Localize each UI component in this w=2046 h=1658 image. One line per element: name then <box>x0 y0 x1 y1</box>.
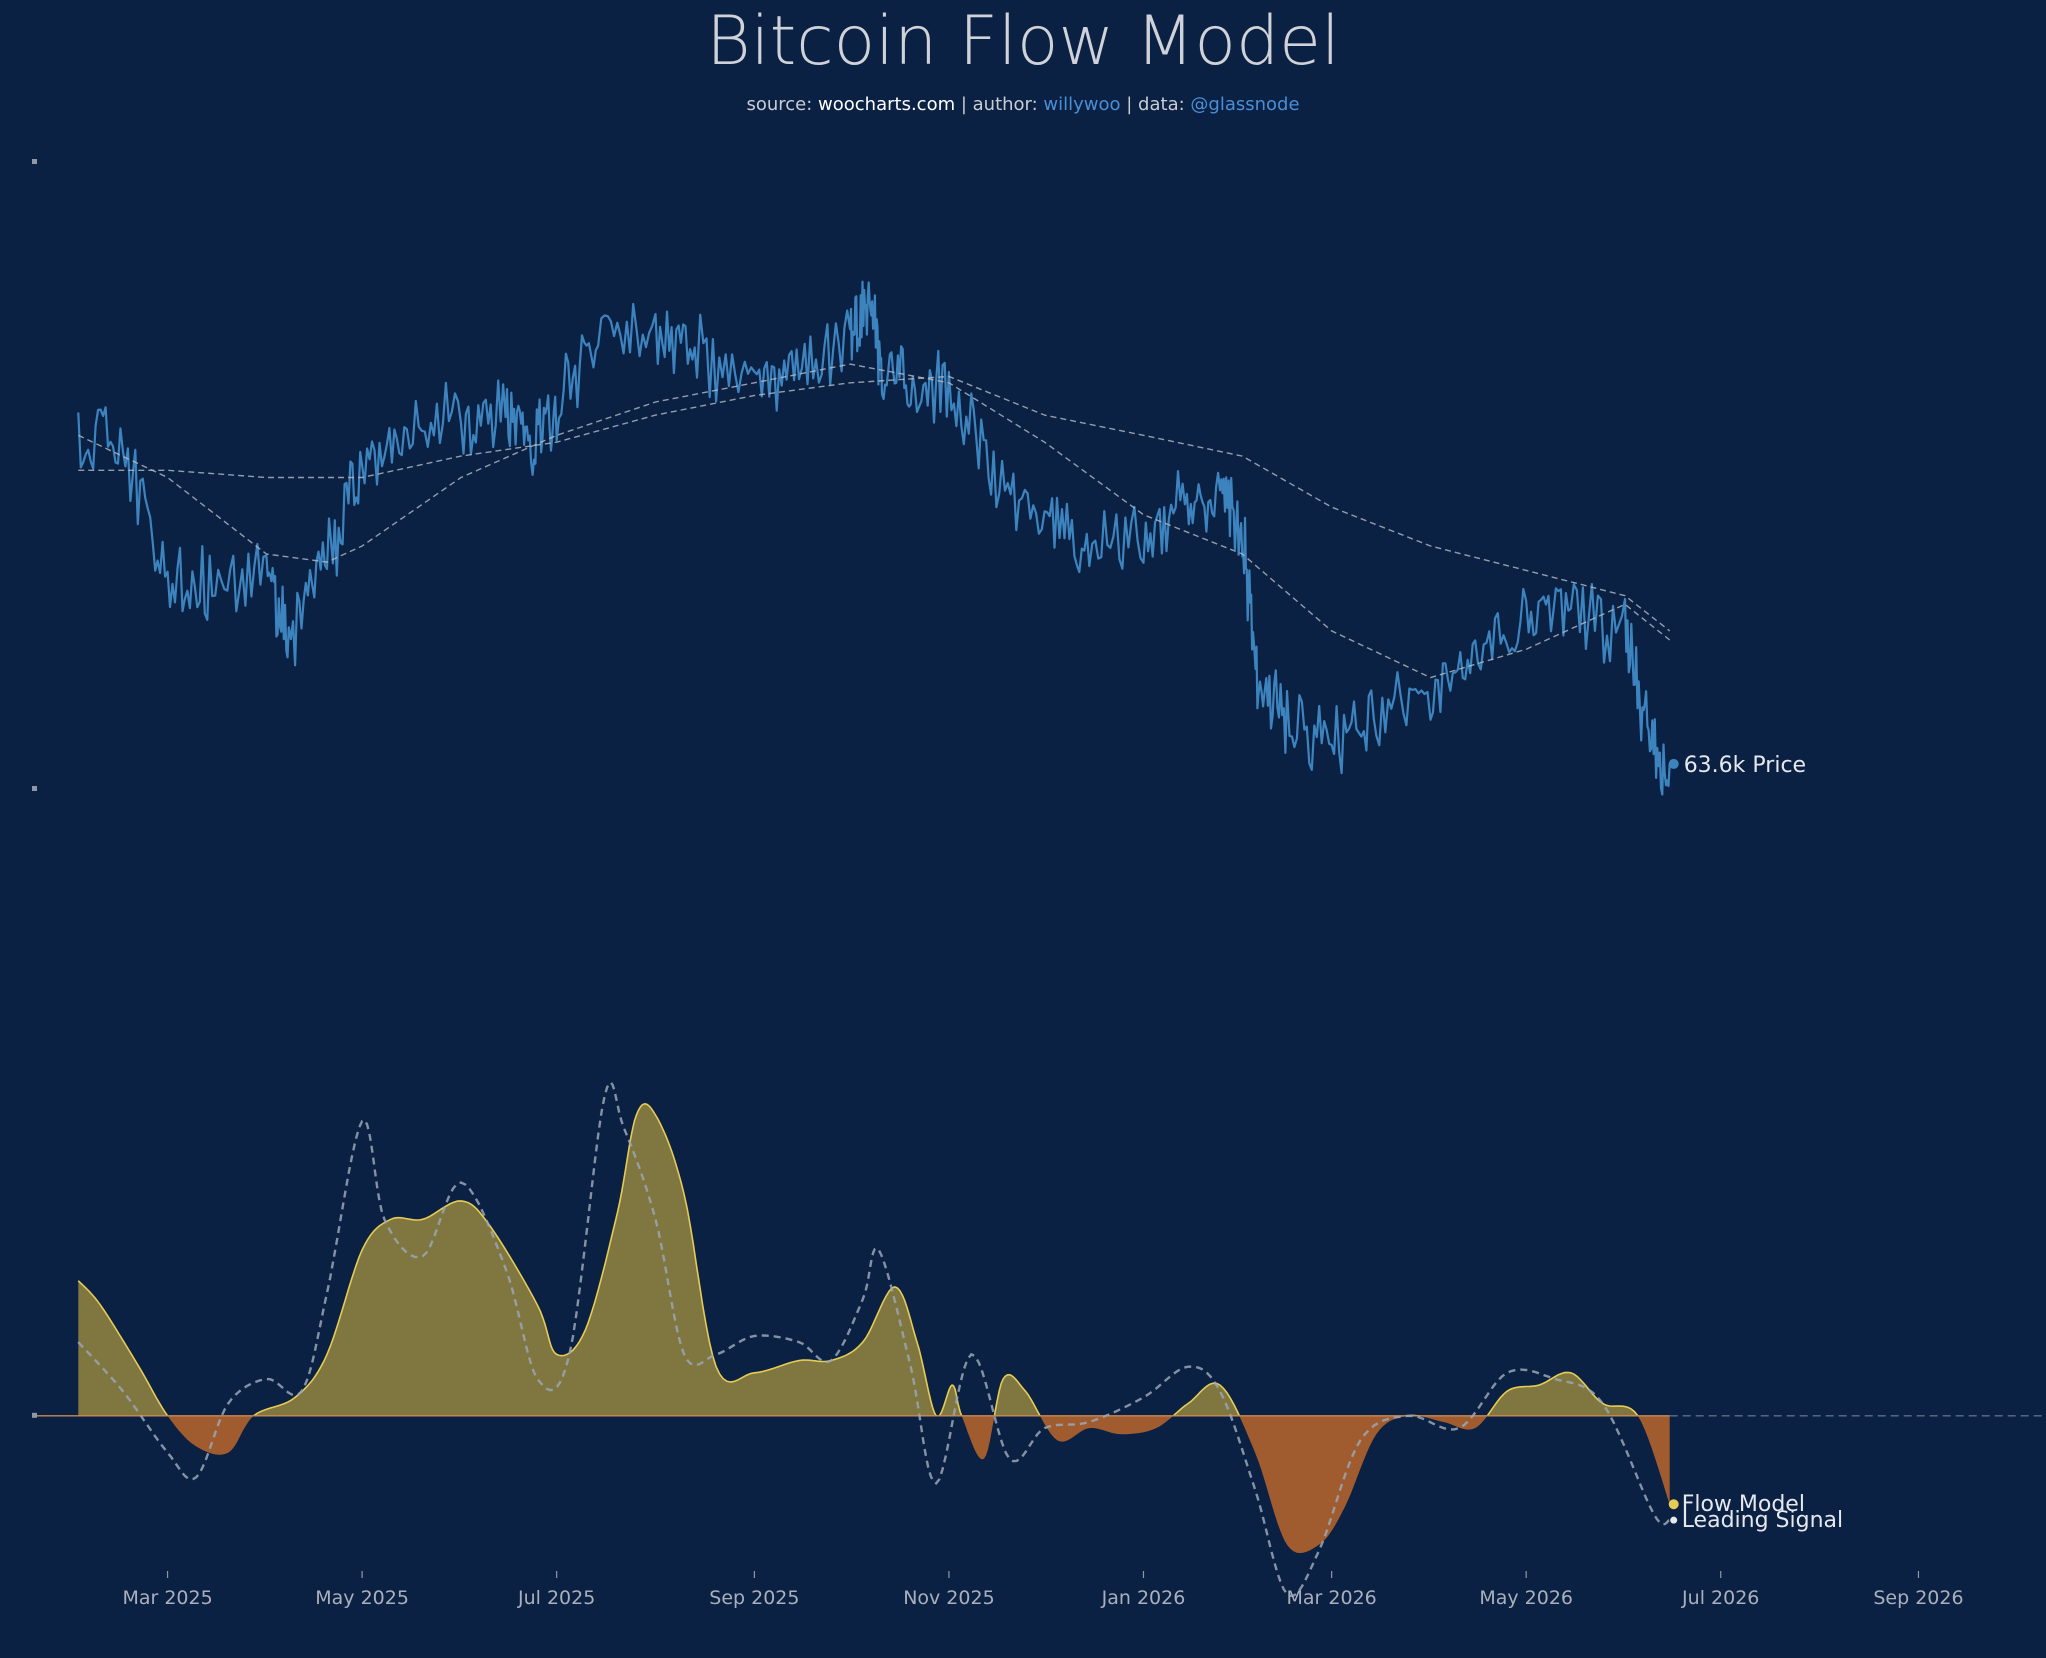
price-end-marker <box>1668 758 1679 769</box>
x-tick-label: Jul 2026 <box>1681 1587 1759 1609</box>
x-tick-label: May 2026 <box>1479 1587 1573 1609</box>
x-tick-label: Jan 2026 <box>1101 1587 1186 1609</box>
chart-title: Bitcoin Flow Model <box>706 2 1340 81</box>
price-line <box>77 280 1671 796</box>
flow-model-end-label: Flow Model <box>1682 1492 1805 1517</box>
x-tick-label: Mar 2025 <box>122 1587 212 1609</box>
data-prefix: | data: <box>1120 94 1191 115</box>
price-axis-marker-bottom <box>32 786 37 791</box>
x-tick-label: Jul 2025 <box>517 1587 595 1609</box>
source-link[interactable]: woocharts.com <box>818 94 956 115</box>
x-tick-label: Sep 2026 <box>1873 1587 1963 1609</box>
x-tick-label: May 2025 <box>315 1587 409 1609</box>
chart-subtitle: source: woocharts.com | author: willywoo… <box>0 94 2046 115</box>
author-prefix: | author: <box>955 94 1044 115</box>
flow-axis-marker <box>32 1412 37 1418</box>
price-panel: 63.6k Price <box>32 159 1806 796</box>
flow-model-line <box>77 1102 1639 1416</box>
author-link[interactable]: willywoo <box>1043 94 1121 115</box>
x-tick-label: Mar 2026 <box>1287 1587 1377 1609</box>
leading-signal-end-marker <box>1670 1516 1678 1524</box>
leading-signal-end-label: Leading Signal <box>1682 1508 1843 1533</box>
x-tick-label: Nov 2025 <box>903 1587 994 1609</box>
flow-positive-area <box>78 1103 1670 1416</box>
flow-negative-area <box>167 1415 1670 1554</box>
moving-average-line-1 <box>78 363 1671 679</box>
price-axis-marker-top <box>32 159 37 164</box>
moving-average-line-2 <box>78 375 1671 632</box>
leading-signal-line <box>77 1081 1670 1597</box>
data-link[interactable]: @glassnode <box>1190 94 1300 115</box>
source-prefix: source: <box>746 94 819 115</box>
x-axis: Mar 2025 May 2025 Jul 2025 Sep 2025 Nov 2025… <box>122 1571 1964 1609</box>
flow-model-end-marker <box>1668 1499 1679 1510</box>
price-end-label: 63.6k Price <box>1684 753 1806 778</box>
x-tick-label: Sep 2025 <box>709 1587 799 1609</box>
